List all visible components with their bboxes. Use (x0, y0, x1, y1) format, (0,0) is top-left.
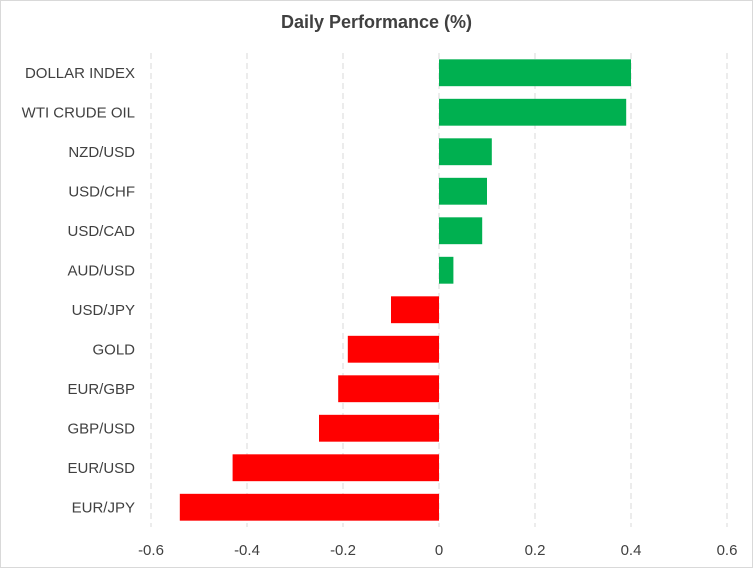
bar (439, 217, 483, 245)
category-label: USD/CHF (68, 183, 135, 200)
category-label: AUD/USD (67, 262, 135, 279)
bar (391, 296, 439, 324)
bar (439, 59, 631, 87)
bar (338, 375, 439, 403)
x-tick-label: 0.6 (717, 542, 738, 559)
chart-title: Daily Performance (%) (280, 12, 473, 32)
category-label: EUR/JPY (72, 499, 135, 516)
x-tick-label: 0 (435, 542, 443, 559)
category-label: NZD/USD (68, 144, 135, 161)
bar (439, 256, 454, 284)
category-label: GBP/USD (67, 420, 135, 437)
category-label: WTI CRUDE OIL (22, 104, 135, 121)
category-label: USD/CAD (67, 223, 135, 240)
bar (439, 138, 492, 166)
bar (319, 414, 439, 442)
category-label: GOLD (92, 341, 135, 358)
category-label: DOLLAR INDEX (25, 65, 135, 82)
x-tick-label: -0.6 (138, 542, 164, 559)
bars (179, 59, 631, 521)
category-labels: DOLLAR INDEX WTI CRUDE OIL NZD/USD USD/CHF U… (22, 65, 136, 517)
category-label: USD/JPY (72, 302, 135, 319)
gridlines (150, 53, 728, 527)
x-tick-label: 0.4 (621, 542, 642, 559)
x-tick-label: -0.2 (330, 542, 356, 559)
bar (439, 98, 627, 126)
x-tick-label: 0.2 (525, 542, 546, 559)
x-tick-labels: -0.6 -0.4 -0.2 0 0.2 0.4 0.6 (138, 542, 737, 559)
category-label: EUR/USD (67, 460, 135, 477)
bar (439, 177, 487, 205)
bar (347, 335, 439, 363)
category-label: EUR/GBP (67, 381, 135, 398)
bar (232, 454, 439, 482)
bar (179, 493, 440, 521)
x-tick-label: -0.4 (234, 542, 260, 559)
